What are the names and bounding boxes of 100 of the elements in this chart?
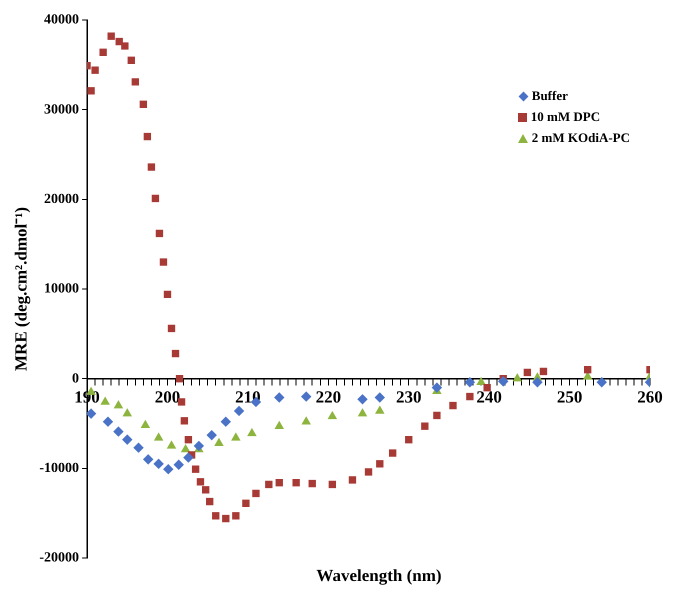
point [405,436,412,444]
point [168,324,176,332]
point [140,100,148,108]
y-tick-label: 30000 [44,102,80,118]
point [154,432,164,441]
point [152,194,160,202]
point [242,500,250,507]
legend-label: 10 mM DPC [530,109,600,125]
point [143,454,154,464]
point [181,444,190,452]
x-tick-label: 260 [637,387,663,406]
point [265,480,272,488]
point [292,479,300,486]
point [498,376,508,386]
point [87,408,96,419]
point [432,382,442,393]
point [108,32,115,40]
x-tick-label: 220 [316,387,342,406]
point [114,400,123,408]
point [174,460,184,470]
legend-label: Buffer [532,88,568,104]
point [196,478,204,486]
point [206,430,217,440]
point [121,42,129,50]
point [192,466,200,473]
point [232,512,240,520]
point [348,476,356,484]
point [276,479,283,486]
point [172,350,180,358]
point [132,78,139,86]
point [206,498,214,506]
x-tick-label: 250 [556,387,582,406]
point [180,417,188,424]
point [328,480,336,488]
point [160,258,168,266]
point [376,460,384,468]
point [122,434,132,445]
point [524,368,532,376]
point [91,66,99,74]
point [212,512,220,520]
y-tick-label: 40000 [44,12,80,28]
point [164,290,172,298]
point [388,449,396,457]
legend-label: 2 mM KOdiA-PC [532,130,630,146]
point [176,374,184,382]
point [194,440,204,451]
point [222,514,230,522]
point [532,377,542,388]
x-tick-label: 200 [154,387,180,406]
point [113,426,124,437]
point [466,392,474,400]
y-tick-label: 0 [72,371,80,386]
point [433,412,441,420]
point [184,436,192,444]
point [234,406,244,416]
point [584,366,592,374]
point [156,230,164,238]
point [364,468,372,476]
point [328,411,337,420]
point [374,392,385,402]
point [375,406,384,414]
point [358,394,368,404]
y-tick-label: 20000 [44,192,80,207]
x-axis-title: Wavelength (nm) [315,566,443,586]
point [540,368,548,376]
point [274,421,284,429]
point [122,408,132,416]
point [134,442,144,453]
y-tick-label: -10000 [39,460,80,476]
point [483,384,491,392]
point [87,87,95,95]
point [220,416,231,427]
point [154,458,164,469]
point [163,464,174,474]
point [144,132,152,140]
point [100,396,110,405]
point [252,490,260,498]
y-axis-title: MRE (deg.cm².dmol⁻¹) [12,207,31,371]
point [167,440,176,449]
point [308,480,316,488]
point [464,377,475,388]
point [302,416,311,424]
point [140,420,150,428]
point [99,48,107,56]
point [183,452,194,463]
point [476,377,486,386]
y-tick-label: 10000 [44,282,80,297]
point [449,402,457,410]
point [512,374,522,382]
point [231,432,240,441]
point [421,422,429,430]
point [128,56,135,64]
point [596,377,607,388]
point [102,416,113,427]
point [358,408,367,416]
x-tick-label: 240 [476,387,502,406]
x-tick-label: 230 [396,387,422,406]
point [148,163,156,171]
point [202,486,210,494]
point [301,392,312,402]
